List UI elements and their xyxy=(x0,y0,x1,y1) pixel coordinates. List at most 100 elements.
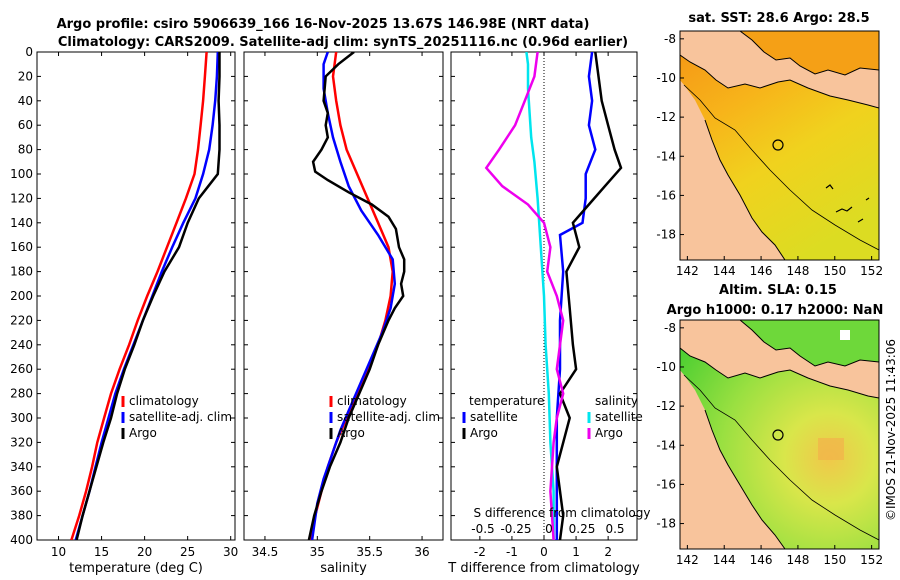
y-tick-label: 0 xyxy=(25,45,33,59)
sla-missing-patch xyxy=(840,330,850,340)
series-satellite-adj-clim xyxy=(310,52,397,540)
sla-australia-coast xyxy=(704,409,786,549)
difference-legend: temperature satellite Argo salinity sate… xyxy=(462,394,643,440)
y-tick-label: 20 xyxy=(18,69,33,83)
map-x-tick-label: 148 xyxy=(786,264,809,278)
sst-map xyxy=(679,30,880,261)
sla-argo-marker xyxy=(772,429,784,441)
x-tick-label: 10 xyxy=(51,545,66,559)
y-tick-label: 300 xyxy=(10,411,33,425)
y-tick-label: 220 xyxy=(10,313,33,327)
s-tick-label: -0.5 xyxy=(471,522,494,536)
sla-map-axes: 142 144 146 148 150 152 -8 -10 -12 -14 -16 -18 xyxy=(656,321,883,567)
s-difference-axis-label: S difference from climatology xyxy=(474,506,651,520)
legend-t-satellite-label: satellite xyxy=(470,410,518,424)
map-x-tick-label: 144 xyxy=(713,553,736,567)
x-tick-label: 30 xyxy=(223,545,238,559)
sla-shelf-contour xyxy=(683,374,879,541)
map-y-tick-label: -18 xyxy=(656,517,676,531)
sst-shelf-contour xyxy=(683,84,879,251)
sla-map-title-1: Altim. SLA: 0.15 xyxy=(719,283,837,298)
y-tick-label: 120 xyxy=(10,191,33,205)
sla-coastline xyxy=(680,347,879,399)
map-y-tick-label: -10 xyxy=(656,71,676,85)
sst-map-title: sat. SST: 28.6 Argo: 28.5 xyxy=(688,11,869,26)
legend-s-argo-label: Argo xyxy=(595,426,623,440)
s-tick-label: 0.5 xyxy=(605,522,624,536)
x-axis-label: salinity xyxy=(320,561,367,576)
temperature-panel: 0 20 40 60 80 100 120 140 160 180 200 220 240 260 280 3… xyxy=(10,45,238,576)
sla-png-coast xyxy=(739,320,879,367)
temperature-legend: climatology satellite-adj. clim Argo xyxy=(121,394,232,440)
s-tick-label: 0 xyxy=(545,522,553,536)
map-y-tick-label: -12 xyxy=(656,399,676,413)
y-tick-label: 280 xyxy=(10,387,33,401)
s-tick-label: -0.25 xyxy=(500,522,531,536)
legend-temperature-heading: temperature xyxy=(469,394,544,408)
sst-png-coast xyxy=(739,31,879,76)
map-x-tick-label: 150 xyxy=(823,264,846,278)
y-tick-label: 180 xyxy=(10,265,33,279)
y-tick-label: 40 xyxy=(18,94,33,108)
sla-warm-patch xyxy=(818,438,844,460)
x-tick-label: -2 xyxy=(474,545,486,559)
y-tick-label: 320 xyxy=(10,435,33,449)
y-tick-label: 380 xyxy=(10,509,33,523)
salinity-legend: climatology satellite-adj. clim Argo xyxy=(329,394,440,440)
series-temperature-argo xyxy=(555,52,623,540)
plot-frame xyxy=(36,51,236,541)
map-y-tick-label: -16 xyxy=(656,477,676,491)
y-tick-label: 60 xyxy=(18,118,33,132)
s-tick-label: 0.25 xyxy=(569,522,596,536)
sst-ocean-north xyxy=(740,31,879,75)
x-tick-label: 1 xyxy=(572,545,580,559)
map-x-tick-label: 152 xyxy=(860,553,883,567)
x-tick-label: -1 xyxy=(506,545,518,559)
map-x-tick-label: 142 xyxy=(676,553,699,567)
x-tick-label: 15 xyxy=(94,545,109,559)
series-climatology xyxy=(70,52,208,540)
title-line-2: Climatology: CARS2009. Satellite-adj cli… xyxy=(58,35,628,50)
map-y-tick-label: -12 xyxy=(656,110,676,124)
plot-frame xyxy=(243,51,444,541)
difference-panel: -2 -1 0 1 2 T difference from climatology xyxy=(447,51,640,576)
s-difference-ticks: -0.5 -0.25 0 0.25 0.5 xyxy=(471,522,624,536)
legend-salinity-heading: salinity xyxy=(595,394,638,408)
sla-map-title-2: Argo h1000: 0.17 h2000: NaN xyxy=(667,303,884,318)
legend-argo-label: Argo xyxy=(129,426,157,440)
series-temperature-satellite xyxy=(555,52,597,540)
x-tick-label: 2 xyxy=(604,545,612,559)
map-x-tick-label: 146 xyxy=(750,264,773,278)
x-tick-label: 25 xyxy=(180,545,195,559)
y-tick-label: 240 xyxy=(10,338,33,352)
sst-ocean xyxy=(680,55,879,260)
x-tick-label: 0 xyxy=(540,545,548,559)
map-x-tick-label: 144 xyxy=(713,264,736,278)
y-tick-label: 360 xyxy=(10,484,33,498)
sst-map-border xyxy=(679,30,880,261)
salinity-panel: 34.5 35 35.5 36 salinity xyxy=(243,51,444,576)
sla-ocean xyxy=(680,348,879,549)
map-y-tick-label: -14 xyxy=(656,149,676,163)
copyright-label: ©IMOS 21-Nov-2025 11:43:06 xyxy=(884,339,898,521)
map-y-tick-label: -8 xyxy=(664,32,676,46)
series-salinity-argo xyxy=(484,52,565,540)
legend-argo-label: Argo xyxy=(337,426,365,440)
x-tick-label: 36 xyxy=(414,545,429,559)
x-tick-label: 35 xyxy=(310,545,325,559)
map-y-tick-label: -10 xyxy=(656,360,676,374)
y-tick-label: 80 xyxy=(18,143,33,157)
map-y-tick-label: -16 xyxy=(656,188,676,202)
y-tick-label: 260 xyxy=(10,362,33,376)
sst-coastline xyxy=(680,54,879,109)
sla-map xyxy=(679,319,880,550)
sst-reef-islands xyxy=(825,184,870,223)
legend-t-argo-label: Argo xyxy=(470,426,498,440)
series-argo xyxy=(75,52,221,540)
y-tick-label: 340 xyxy=(10,460,33,474)
y-tick-label: 160 xyxy=(10,240,33,254)
sst-map-axes: 142 144 146 148 150 152 -8 -10 -12 -14 -16 -18 xyxy=(656,32,883,278)
legend-satellite-label: satellite-adj. clim xyxy=(337,410,440,424)
map-x-tick-label: 148 xyxy=(786,553,809,567)
